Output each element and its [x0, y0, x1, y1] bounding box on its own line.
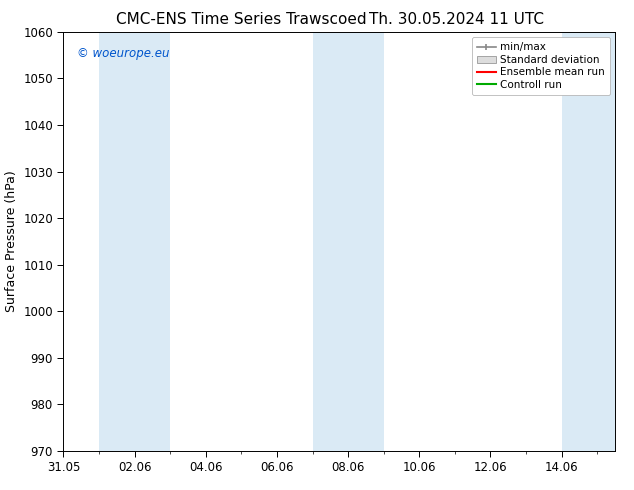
Legend: min/max, Standard deviation, Ensemble mean run, Controll run: min/max, Standard deviation, Ensemble me… — [472, 37, 610, 95]
Bar — [313, 32, 384, 451]
Bar — [99, 32, 170, 451]
Text: CMC-ENS Time Series Trawscoed: CMC-ENS Time Series Trawscoed — [115, 12, 366, 27]
Y-axis label: Surface Pressure (hPa): Surface Pressure (hPa) — [4, 171, 18, 312]
Bar — [562, 32, 615, 451]
Text: © woeurope.eu: © woeurope.eu — [77, 47, 170, 59]
Text: Th. 30.05.2024 11 UTC: Th. 30.05.2024 11 UTC — [369, 12, 544, 27]
